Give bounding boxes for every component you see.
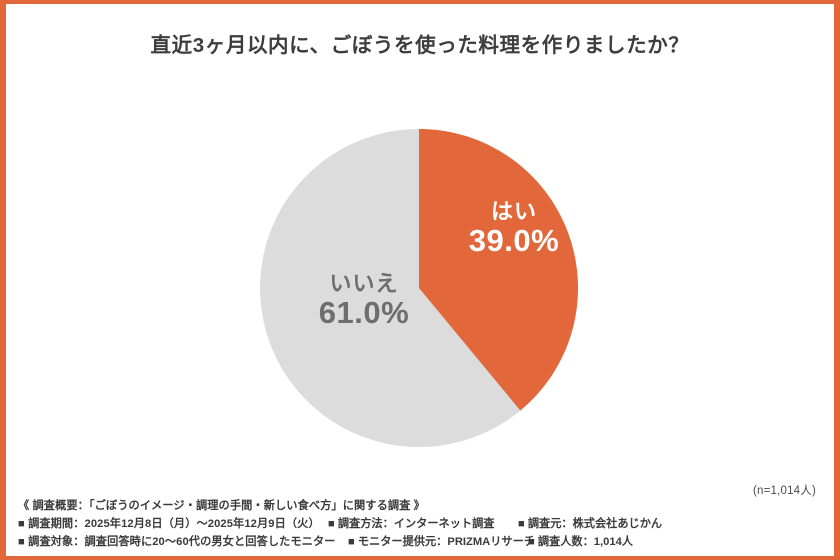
footer-monitor-source: ■ モニター提供元：PRIZMAリサーチ [348, 536, 535, 548]
footer: 《 調査概要：「ごぼうのイメージ・調理の手間・新しい食べ方」に関する調査 》 ■… [6, 496, 834, 556]
frame-border-right [834, 0, 840, 560]
content-area: 直近3ヶ月以内に、ごぼうを使った料理を作りましたか？ はい 39.0% いいえ … [6, 4, 834, 556]
footer-survey-target: ■ 調査対象：調査回答時に20〜60代の男女と回答したモニター [18, 536, 336, 548]
footer-survey-summary: 《 調査概要：「ごぼうのイメージ・調理の手間・新しい食べ方」に関する調査 》 [18, 500, 425, 512]
footer-survey-period: ■ 調査期間：2025年12月8日（月）〜2025年12月9日（火） [18, 518, 320, 530]
sample-size-note: (n=1,014人) [752, 485, 816, 497]
frame-border-bottom [0, 556, 840, 560]
pie-graphic [260, 129, 578, 447]
pie-svg [260, 129, 578, 447]
frame-border-left [0, 0, 6, 560]
pie-chart: はい 39.0% いいえ 61.0% [6, 4, 834, 474]
pie-slice-yes [419, 129, 578, 411]
page-title: 直近3ヶ月以内に、ごぼうを使った料理を作りましたか？ [150, 34, 690, 57]
footer-researcher: ■ 調査元：株式会社あじかん [518, 518, 663, 530]
frame-border-top [0, 0, 840, 4]
footer-survey-method: ■ 調査方法：インターネット調査 [328, 518, 495, 530]
footer-respondent-count: ■ 調査人数：1,014人 [528, 536, 633, 548]
